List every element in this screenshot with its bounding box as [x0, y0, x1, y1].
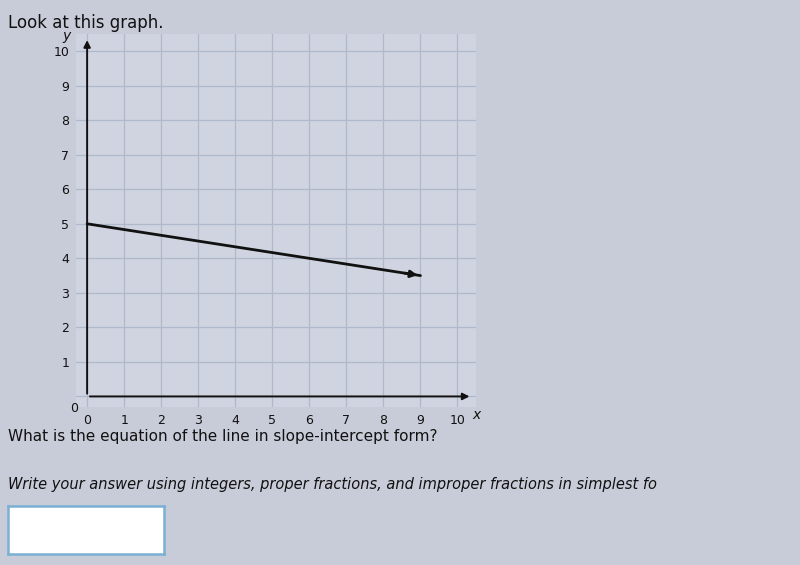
- Text: 0: 0: [70, 402, 78, 415]
- Text: What is the equation of the line in slope-intercept form?: What is the equation of the line in slop…: [8, 429, 438, 445]
- Text: y: y: [62, 29, 71, 42]
- Text: Write your answer using integers, proper fractions, and improper fractions in si: Write your answer using integers, proper…: [8, 477, 657, 493]
- Text: Look at this graph.: Look at this graph.: [8, 14, 163, 32]
- Text: x: x: [472, 408, 480, 423]
